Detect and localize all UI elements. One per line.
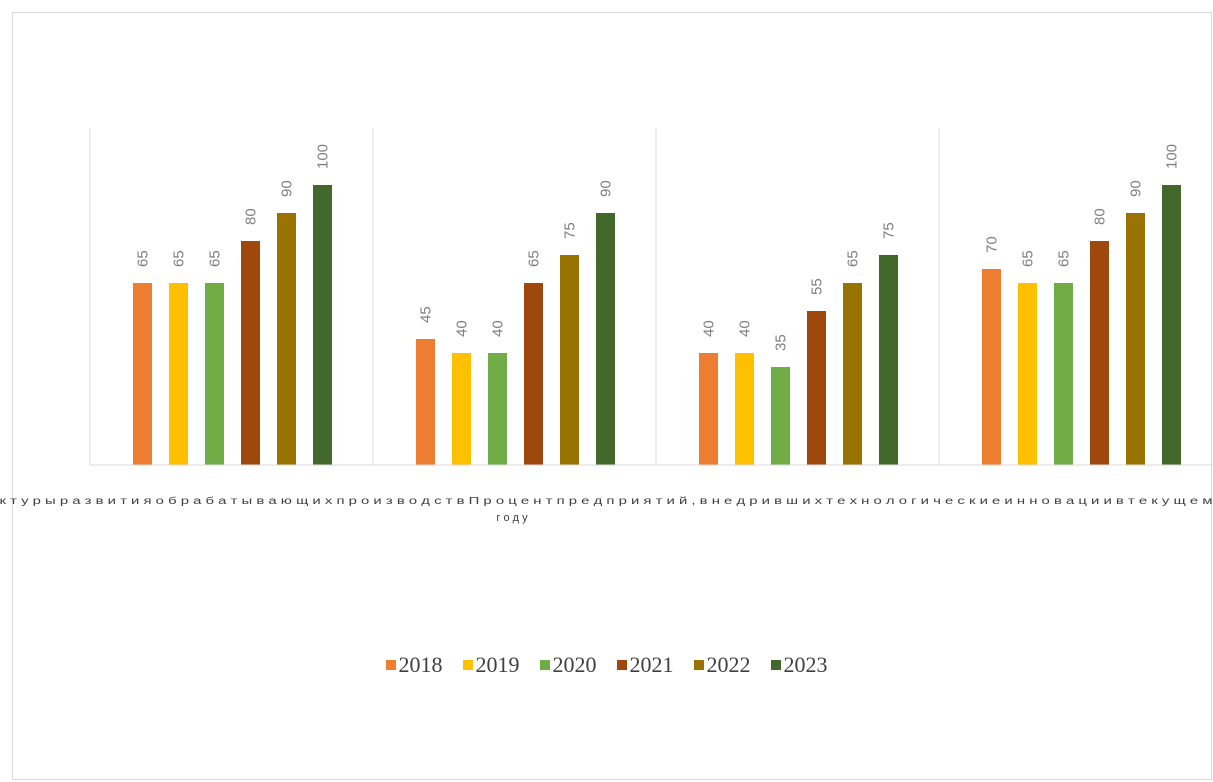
legend-label-2021: 2021: [629, 652, 674, 677]
legend-item-2023: 2023: [770, 652, 828, 678]
bar-2018-cat-3: [699, 353, 718, 465]
bar-2018-cat-2: [416, 339, 435, 465]
bar-2019-cat-2: [452, 353, 471, 465]
bar-2019-cat-3: [735, 353, 754, 465]
legend-label-2018: 2018: [398, 652, 443, 677]
category-label-line-1: к т у р ы р а з в и т и я о б р а б а т …: [0, 495, 1213, 507]
data-label-2022-cat-4: 90: [1128, 180, 1145, 197]
bar-2023-cat-4: [1162, 185, 1181, 465]
legend-item-2019: 2019: [462, 652, 520, 678]
data-label-2020-cat-1: 65: [207, 250, 224, 267]
data-label-2020-cat-4: 65: [1056, 250, 1073, 267]
bar-2023-cat-3: [879, 255, 898, 465]
data-label-2021-cat-3: 55: [809, 278, 826, 295]
legend-label-2023: 2023: [783, 652, 828, 677]
data-label-2019-cat-1: 65: [171, 250, 188, 267]
bar-2020-cat-4: [1054, 283, 1073, 465]
data-label-2022-cat-2: 75: [562, 222, 579, 239]
data-label-2023-cat-4: 100: [1164, 144, 1181, 169]
legend-swatch-2021: [616, 660, 627, 670]
bar-2020-cat-2: [488, 353, 507, 465]
data-label-2022-cat-3: 65: [845, 250, 862, 267]
legend-label-2019: 2019: [475, 652, 520, 677]
legend-swatch-2018: [385, 660, 396, 670]
bar-2022-cat-1: [277, 213, 296, 465]
legend-swatch-2020: [539, 660, 550, 670]
bar-2021-cat-1: [241, 241, 260, 465]
data-label-2020-cat-2: 40: [490, 320, 507, 337]
bar-2018-cat-4: [982, 269, 1001, 465]
data-label-2021-cat-1: 80: [243, 208, 260, 225]
data-label-2023-cat-1: 100: [315, 144, 332, 169]
bar-2021-cat-2: [524, 283, 543, 465]
bar-2023-cat-2: [596, 213, 615, 465]
data-label-2019-cat-2: 40: [454, 320, 471, 337]
data-label-2019-cat-4: 65: [1020, 250, 1037, 267]
bar-2022-cat-3: [843, 283, 862, 465]
legend-item-2018: 2018: [385, 652, 443, 678]
bar-2021-cat-3: [807, 311, 826, 465]
category-labels-group: к т у р ы р а з в и т и я о б р а б а т …: [0, 495, 1213, 524]
bar-2019-cat-4: [1018, 283, 1037, 465]
bar-2022-cat-2: [560, 255, 579, 465]
data-label-2018-cat-2: 45: [418, 306, 435, 323]
bar-2019-cat-1: [169, 283, 188, 465]
data-label-2023-cat-3: 75: [881, 222, 898, 239]
data-label-2022-cat-1: 90: [279, 180, 296, 197]
category-separators: [89, 128, 940, 465]
bars-group: [133, 185, 1181, 465]
legend-label-2020: 2020: [552, 652, 597, 677]
data-label-2020-cat-3: 35: [773, 334, 790, 351]
chart-legend: 2018 2019 2020 2021 2022 2023: [0, 652, 1213, 678]
legend-item-2020: 2020: [539, 652, 597, 678]
legend-swatch-2022: [693, 660, 704, 670]
data-label-2018-cat-1: 65: [135, 250, 152, 267]
data-label-2021-cat-2: 65: [526, 250, 543, 267]
legend-item-2022: 2022: [693, 652, 751, 678]
bar-2020-cat-3: [771, 367, 790, 465]
bar-2023-cat-1: [313, 185, 332, 465]
legend-item-2021: 2021: [616, 652, 674, 678]
legend-label-2022: 2022: [706, 652, 751, 677]
category-label-line-2: г о д у: [496, 512, 528, 524]
bar-2020-cat-1: [205, 283, 224, 465]
bar-2018-cat-1: [133, 283, 152, 465]
legend-swatch-2019: [462, 660, 473, 670]
data-label-2021-cat-4: 80: [1092, 208, 1109, 225]
bar-2021-cat-4: [1090, 241, 1109, 465]
data-labels-group: 65 65 65 80 90 100 45 40 40 65 75 90 40 40 35 55 65 75 70 6…: [135, 144, 1181, 351]
legend-swatch-2023: [770, 660, 781, 670]
data-label-2018-cat-4: 70: [984, 236, 1001, 253]
data-label-2019-cat-3: 40: [737, 320, 754, 337]
data-label-2023-cat-2: 90: [598, 180, 615, 197]
data-label-2018-cat-3: 40: [701, 320, 718, 337]
bar-2022-cat-4: [1126, 213, 1145, 465]
